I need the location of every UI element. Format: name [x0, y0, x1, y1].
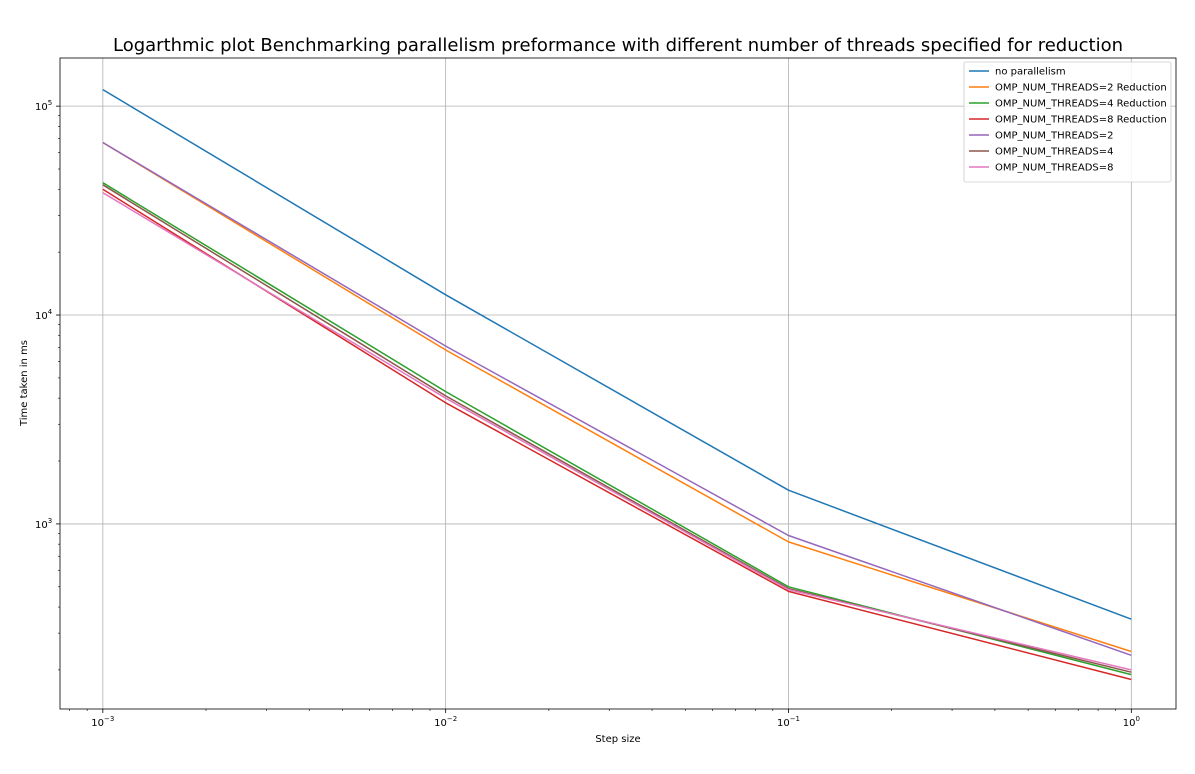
legend-label: OMP_NUM_THREADS=4 Reduction [995, 99, 1167, 110]
y-tick-label: 104 [35, 308, 53, 322]
minor-ticks [58, 115, 1116, 711]
series-line [102, 88, 1132, 620]
series-line [102, 141, 1132, 653]
x-tick-label: 10−2 [434, 715, 457, 729]
plot-frame [59, 57, 1177, 710]
legend-label: OMP_NUM_THREADS=8 Reduction [995, 115, 1167, 126]
x-axis-ticks: 10−3 10−2 10−1 100 [91, 709, 1140, 729]
series-line [102, 188, 1132, 681]
y-axis-ticks: 103 104 105 [35, 99, 60, 531]
x-tick-label: 10−3 [91, 715, 114, 729]
series-lines [102, 88, 1132, 681]
series-line [102, 141, 1132, 657]
legend-box [963, 61, 1172, 183]
series-line [102, 192, 1132, 671]
chart-title: Logarthmic plot Benchmarking parallelism… [113, 35, 1123, 56]
y-tick-label: 105 [35, 99, 52, 113]
legend: no parallelism OMP_NUM_THREADS=2 Reductio… [963, 61, 1172, 183]
series-line [102, 184, 1132, 673]
y-axis-label: Time taken in ms [19, 340, 30, 427]
x-axis-label: Step size [595, 734, 640, 745]
legend-label: OMP_NUM_THREADS=4 [995, 147, 1113, 158]
y-tick-label: 103 [35, 517, 52, 531]
legend-label: OMP_NUM_THREADS=8 [995, 163, 1113, 174]
x-tick-label: 10−1 [777, 715, 800, 729]
legend-label: no parallelism [995, 67, 1066, 78]
legend-label: OMP_NUM_THREADS=2 Reduction [995, 83, 1167, 94]
legend-label: OMP_NUM_THREADS=2 [995, 131, 1113, 142]
x-tick-label: 100 [1123, 715, 1140, 729]
